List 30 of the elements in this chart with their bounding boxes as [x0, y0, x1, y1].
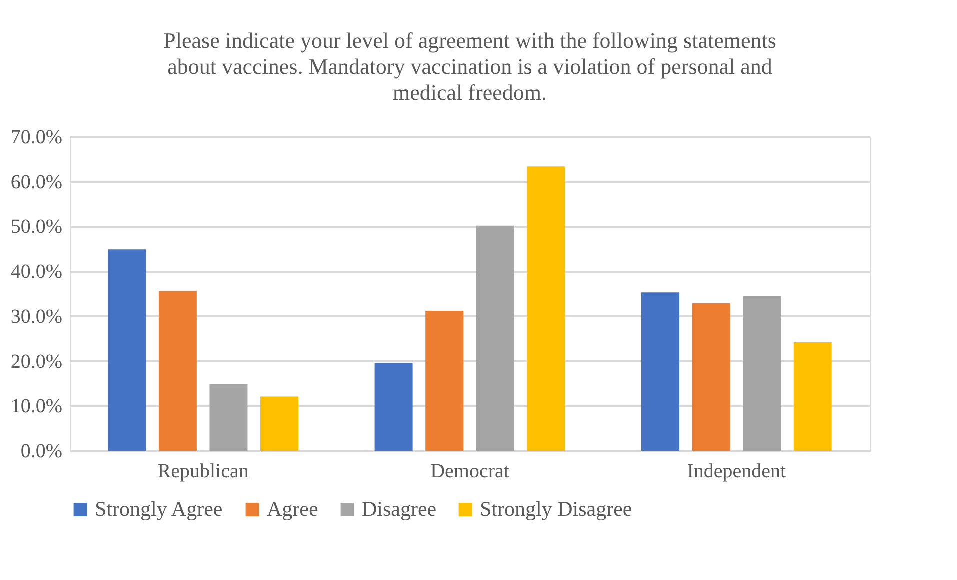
y-tick-label: 50.0% [10, 216, 62, 238]
y-tick-label: 0.0% [20, 440, 62, 462]
bar [158, 291, 197, 451]
text: about vaccines. Mandatory vaccination is a violation of personal and [168, 54, 772, 79]
x-tick-label: Republican [158, 460, 249, 482]
text: medical freedom. [393, 80, 547, 105]
bar [692, 303, 730, 451]
bar [743, 296, 782, 451]
y-tick-label: 60.0% [10, 171, 62, 194]
bar [260, 396, 299, 451]
legend-label: Agree [267, 496, 318, 521]
bar [641, 292, 680, 451]
bar [108, 250, 146, 451]
bar [527, 166, 566, 451]
text: Please indicate your level of agreement with the following statements [164, 28, 776, 53]
legend-label: Strongly Disagree [480, 496, 632, 521]
y-tick-label: 20.0% [10, 350, 62, 373]
bar [426, 311, 464, 451]
y-tick-label: 40.0% [10, 261, 62, 284]
y-tick-label: 30.0% [10, 306, 62, 328]
bar [374, 363, 413, 451]
legend-label: Strongly Agree [95, 496, 223, 521]
y-tick-label: 10.0% [10, 396, 62, 418]
bar [476, 226, 514, 451]
y-tick-label: 70.0% [10, 126, 62, 148]
bar [210, 384, 248, 451]
legend-label: Disagree [362, 496, 437, 521]
x-tick-label: Independent [687, 460, 787, 482]
bar [794, 342, 832, 451]
x-tick-label: Democrat [430, 460, 510, 482]
